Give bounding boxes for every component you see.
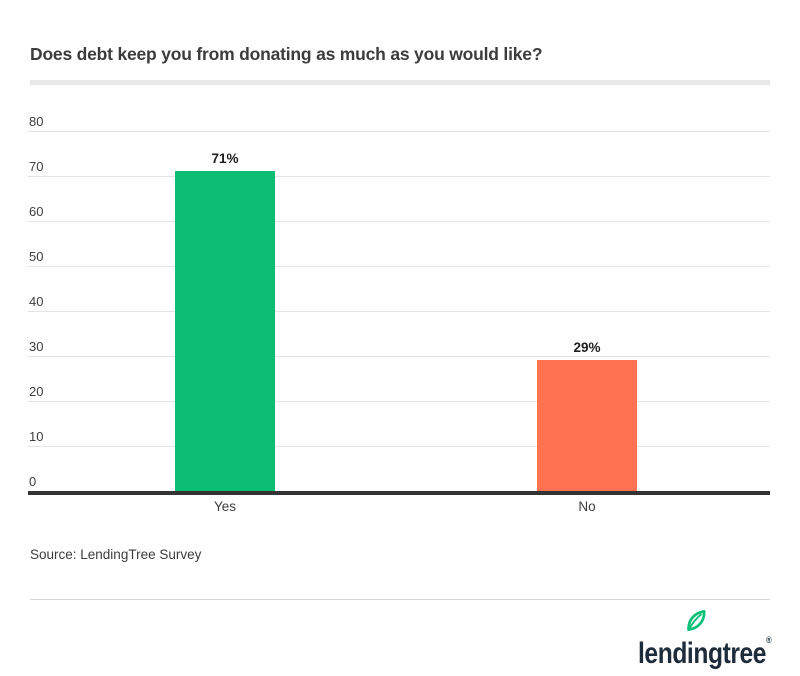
y-tick-label: 10 [29,429,44,444]
y-gridline [28,311,770,312]
y-tick-label: 20 [29,384,44,399]
y-tick-label: 40 [29,294,44,309]
bar-no [537,360,637,491]
y-gridline [28,356,770,357]
bar-yes [175,171,275,491]
y-gridline [28,221,770,222]
page-title: Does debt keep you from donating as much… [30,44,543,64]
y-gridline [28,176,770,177]
footer-divider [30,599,770,600]
y-tick-label: 50 [29,249,44,264]
bar-chart: 0 10 20 30 40 50 60 70 80 71% Yes 29% No [28,114,770,514]
y-gridline [28,401,770,402]
y-tick-label: 60 [29,204,44,219]
y-gridline [28,266,770,267]
x-category-label: Yes [213,499,237,514]
bar-value-label: 71% [211,151,239,166]
y-gridline [28,446,770,447]
y-tick-label: 70 [29,159,44,174]
lendingtree-logo: lendingtree® [638,610,788,669]
y-tick-label: 80 [29,114,44,129]
logo-wordmark: lendingtree® [638,635,772,670]
x-axis-line [28,491,770,495]
y-tick-label: 0 [29,474,37,489]
bar-value-label: 29% [573,340,601,355]
leaf-icon [687,610,706,631]
x-category-label: No [578,499,596,514]
source-note: Source: LendingTree Survey [30,547,202,562]
title-underline-bar [30,80,770,85]
y-tick-label: 30 [29,339,44,354]
y-gridline [28,131,770,132]
registered-trademark: ® [766,635,772,645]
